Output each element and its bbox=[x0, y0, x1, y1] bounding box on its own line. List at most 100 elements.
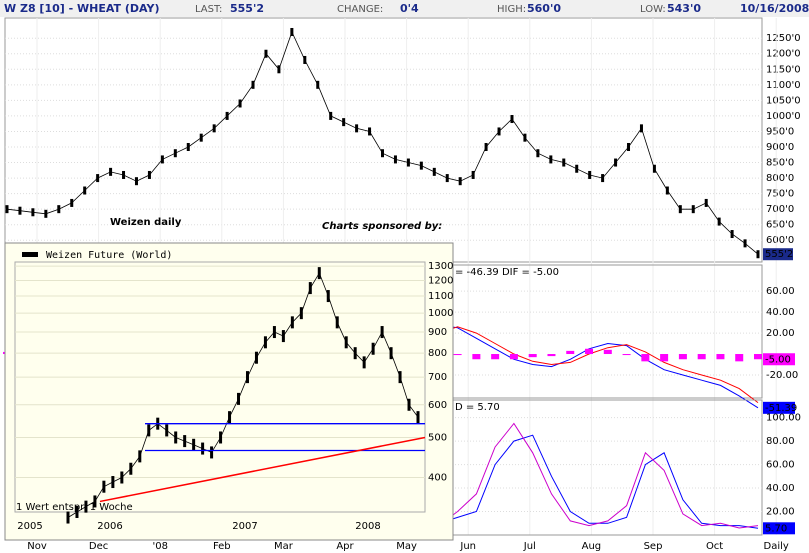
x-tick-label: 2006 bbox=[97, 521, 122, 532]
price-bar bbox=[66, 511, 70, 524]
x-tick-label: Apr bbox=[336, 541, 354, 552]
y-tick-label: 1000'0 bbox=[766, 111, 801, 122]
sponsor: Charts sponsored by: bbox=[322, 221, 442, 232]
inset-plot bbox=[14, 261, 426, 513]
y-tick-label: 850'0 bbox=[766, 158, 794, 169]
x-tick-label: 2008 bbox=[355, 521, 380, 532]
y-tick-label: 800 bbox=[428, 348, 447, 359]
y-tick-label: 80.00 bbox=[766, 436, 795, 447]
y-tick-label: 900 bbox=[428, 327, 447, 338]
last: 555'2 bbox=[230, 2, 264, 15]
y-tick-label: 700'0 bbox=[766, 204, 794, 215]
histogram-bar bbox=[509, 354, 518, 360]
header-bar bbox=[0, 0, 809, 17]
y-tick-label: 60.00 bbox=[766, 460, 795, 471]
x-tick-label: Jul bbox=[523, 541, 536, 552]
value-box bbox=[763, 353, 795, 366]
y-tick-label: 20.00 bbox=[766, 328, 795, 339]
y-tick-label: 1100 bbox=[428, 291, 453, 302]
histogram-bar bbox=[678, 354, 687, 360]
x-tick-label: '08 bbox=[152, 541, 167, 552]
y-tick-label: 40.00 bbox=[766, 483, 795, 494]
x-tick-label: 2005 bbox=[17, 521, 42, 532]
y-tick-label: 1200'0 bbox=[766, 49, 801, 60]
y-tick-label: 950'0 bbox=[766, 126, 794, 137]
y-tick-label: 1250'0 bbox=[766, 33, 801, 44]
series-line bbox=[67, 272, 419, 518]
y-tick-label: 60.00 bbox=[766, 286, 795, 297]
y-tick-label: 700 bbox=[428, 372, 447, 383]
legend-swatch bbox=[22, 252, 38, 257]
y-tick-label: 40.00 bbox=[766, 307, 795, 318]
y-tick-label: 650'0 bbox=[766, 220, 794, 231]
last-label: LAST: bbox=[195, 4, 222, 15]
histogram-bar bbox=[735, 354, 744, 362]
high: 560'0 bbox=[527, 2, 561, 15]
value-box bbox=[763, 401, 795, 414]
low-label: LOW: bbox=[640, 4, 666, 15]
change-label: CHANGE: bbox=[337, 4, 383, 15]
y-tick-label: 1200 bbox=[428, 275, 453, 286]
y-tick-label: -20.00 bbox=[766, 370, 798, 381]
value-label: -51.39 bbox=[765, 403, 797, 414]
x-tick-label: Daily bbox=[764, 541, 789, 552]
x-tick-label: Dec bbox=[89, 541, 108, 552]
histogram-bar bbox=[697, 354, 706, 360]
value-label: 555'2 bbox=[765, 249, 793, 260]
price-bar bbox=[5, 205, 9, 214]
series-line bbox=[6, 30, 759, 255]
histogram-bar bbox=[641, 354, 650, 362]
histogram-bar bbox=[453, 354, 462, 356]
y-tick-label: 1100'0 bbox=[766, 80, 801, 91]
x-tick-label: Feb bbox=[213, 541, 231, 552]
x-tick-label: Oct bbox=[706, 541, 723, 552]
x-tick-label: Mar bbox=[274, 541, 294, 552]
y-tick-label: 600 bbox=[428, 400, 447, 411]
y-tick-label: 600'0 bbox=[766, 235, 794, 246]
y-tick-label: 1300 bbox=[428, 261, 453, 272]
y-tick-label: 100.00 bbox=[766, 413, 801, 424]
x-tick-label: Aug bbox=[582, 541, 602, 552]
histogram-bar bbox=[566, 350, 575, 355]
x-tick-label: Nov bbox=[27, 541, 47, 552]
y-tick-label: 800'0 bbox=[766, 173, 794, 184]
price-bar bbox=[756, 250, 760, 259]
histogram-bar bbox=[491, 354, 500, 360]
histogram-bar bbox=[603, 349, 612, 355]
x-tick-label: Sep bbox=[644, 541, 663, 552]
footnote: 1 Wert entspr. 1 Woche bbox=[16, 502, 133, 513]
y-tick-label: 20.00 bbox=[766, 507, 795, 518]
histogram-bar bbox=[754, 354, 762, 360]
histogram-bar bbox=[585, 348, 594, 355]
low: 543'0 bbox=[667, 2, 701, 15]
histogram-bar bbox=[622, 354, 631, 356]
inset-title: Weizen Future (World) bbox=[46, 250, 172, 261]
x-tick-label: Jun bbox=[459, 541, 476, 552]
x-tick-label: 2007 bbox=[232, 521, 257, 532]
value-label: -5.00 bbox=[765, 354, 791, 365]
y-tick-label: 1150'0 bbox=[766, 64, 801, 75]
overlay-title: Weizen daily bbox=[110, 217, 182, 228]
inset-frame bbox=[4, 242, 454, 541]
panel-title: = -46.39 DIF = -5.00 bbox=[455, 267, 559, 278]
y-tick-label: 750'0 bbox=[766, 189, 794, 200]
histogram-bar bbox=[716, 354, 725, 360]
histogram-bar bbox=[472, 354, 481, 360]
price-bar bbox=[416, 411, 420, 424]
y-tick-label: 1000 bbox=[428, 308, 453, 319]
histogram-bar bbox=[528, 354, 537, 358]
histogram-bar bbox=[660, 354, 669, 362]
y-tick-label: 400 bbox=[428, 472, 447, 483]
value-box bbox=[763, 248, 793, 261]
value-box bbox=[763, 522, 795, 535]
value-label: 5.70 bbox=[765, 523, 787, 534]
x-tick-label: May bbox=[396, 541, 417, 552]
histogram-bar bbox=[547, 354, 556, 357]
panel-title: D = 5.70 bbox=[455, 402, 500, 413]
y-tick-label: 500 bbox=[428, 432, 447, 443]
change: 0'4 bbox=[400, 2, 419, 15]
date: 10/16/2008 bbox=[740, 2, 809, 15]
y-tick-label: 900'0 bbox=[766, 142, 794, 153]
trend-line bbox=[99, 436, 426, 503]
